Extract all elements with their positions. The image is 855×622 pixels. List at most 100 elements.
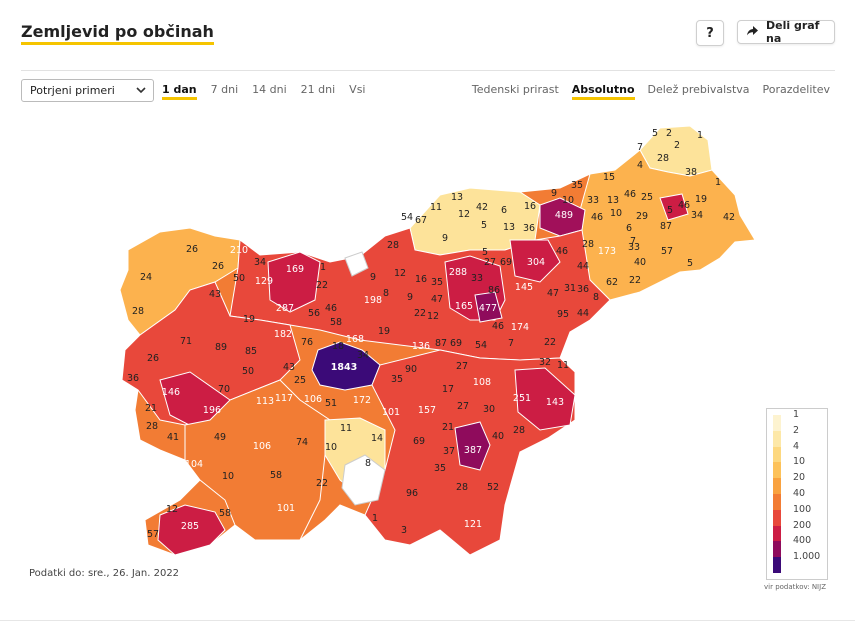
municipality-value-label: 198 [364, 295, 382, 306]
municipality-value-label: 1 [697, 130, 703, 141]
legend-label: 1 [793, 409, 800, 420]
municipality-value-label: 44 [577, 308, 589, 319]
municipality-value-label: 182 [274, 329, 292, 340]
municipality-value-label: 117 [275, 393, 293, 404]
municipality-value-label: 28 [582, 239, 594, 250]
municipality-value-label: 6 [501, 205, 507, 216]
tab-range-3[interactable]: 21 dni [300, 83, 336, 96]
map-region-celje-core [474, 291, 503, 323]
municipality-value-label: 15 [603, 172, 615, 183]
municipality-value-label: 28 [387, 240, 399, 251]
share-button-label: Deli graf na [766, 19, 820, 45]
tab-range-2[interactable]: 14 dni [252, 83, 287, 96]
municipality-value-label: 14 [371, 433, 383, 444]
municipality-value-label: 22 [629, 275, 641, 286]
tab-view-1[interactable]: Absolutno [571, 83, 635, 100]
map-region-velenje [509, 239, 561, 283]
legend-swatch [773, 415, 781, 431]
municipality-value-label: 16 [415, 274, 427, 285]
municipality-value-label: 12 [166, 504, 178, 515]
map-region-kranj [267, 251, 321, 313]
municipality-value-label: 69 [413, 436, 425, 447]
municipality-value-label: 387 [464, 445, 482, 456]
municipality-value-label: 288 [449, 267, 467, 278]
municipality-value-label: 5 [652, 128, 658, 139]
municipality-value-label: 31 [564, 283, 576, 294]
tab-range-0[interactable]: 1 dan [162, 83, 197, 100]
municipality-value-label: 58 [270, 470, 282, 481]
municipality-value-label: 87 [435, 338, 447, 349]
view-mode-tabs: Tedenski prirast Absolutno Delež prebivals… [472, 83, 830, 100]
municipality-value-label: 46 [325, 303, 337, 314]
municipality-value-label: 10 [610, 208, 622, 219]
data-source-note: vir podatkov: NIJZ [764, 583, 826, 591]
municipality-value-label: 174 [511, 322, 529, 333]
municipality-value-label: 11 [430, 202, 442, 213]
legend-label: 200 [793, 519, 812, 531]
help-button[interactable]: ? [696, 20, 724, 46]
municipality-value-label: 41 [167, 432, 179, 443]
legend-label: 4 [793, 440, 800, 452]
municipality-value-label: 113 [256, 396, 274, 407]
municipality-value-label: 165 [455, 301, 473, 312]
municipality-value-label: 29 [636, 211, 648, 222]
municipality-value-label: 32 [539, 357, 551, 368]
municipality-value-label: 33 [471, 273, 483, 284]
municipality-value-label: 173 [598, 246, 616, 257]
municipality-value-label: 9 [551, 188, 557, 199]
municipality-value-label: 19 [378, 326, 390, 337]
metric-select[interactable]: Potrjeni primeri [21, 79, 154, 102]
municipality-value-label: 13 [451, 192, 463, 203]
map-region-kocevje-white [341, 454, 386, 506]
share-button[interactable]: Deli graf na [737, 19, 835, 45]
legend-swatch [773, 557, 781, 573]
municipality-value-label: 69 [450, 338, 462, 349]
municipality-value-label: 17 [442, 384, 454, 395]
municipality-value-label: 47 [547, 288, 559, 299]
municipality-value-label: 168 [346, 334, 364, 345]
tab-range-1[interactable]: 7 dni [210, 83, 239, 96]
municipality-value-label: 5 [687, 258, 693, 269]
municipality-value-label: 25 [294, 375, 306, 386]
municipality-value-label: 18 [332, 341, 344, 352]
municipality-value-label: 21 [145, 403, 157, 414]
municipality-value-label: 210 [230, 245, 248, 256]
municipality-value-label: 30 [483, 404, 495, 415]
legend-label: 10 [793, 456, 806, 468]
municipality-value-label: 13 [607, 195, 619, 206]
municipality-value-label: 40 [492, 431, 504, 442]
municipality-value-label: 35 [571, 180, 583, 191]
municipality-value-label: 67 [415, 215, 427, 226]
municipality-value-label: 146 [162, 387, 180, 398]
legend-label: 100 [793, 503, 812, 515]
tab-view-0[interactable]: Tedenski prirast [471, 83, 559, 96]
municipality-value-label: 2 [674, 140, 680, 151]
municipality-value-label: 28 [513, 425, 525, 436]
municipality-value-label: 69 [500, 257, 512, 268]
share-arrow-icon [747, 25, 758, 39]
municipality-value-label: 10 [562, 195, 574, 206]
legend-swatch [773, 541, 781, 558]
municipality-value-label: 101 [277, 503, 295, 514]
municipality-value-label: 12 [394, 268, 406, 279]
municipality-value-label: 35 [434, 463, 446, 474]
municipality-value-label: 74 [296, 437, 308, 448]
municipality-value-label: 40 [634, 257, 646, 268]
tab-view-2[interactable]: Delež prebivalstva [647, 83, 750, 96]
footer-divider [0, 620, 855, 621]
municipality-value-label: 96 [406, 488, 418, 499]
municipality-value-label: 35 [391, 374, 403, 385]
municipality-value-label: 71 [180, 336, 192, 347]
municipality-value-label: 21 [442, 422, 454, 433]
legend-swatch [773, 509, 781, 526]
municipality-value-label: 44 [577, 261, 589, 272]
municipality-value-label: 90 [405, 364, 417, 375]
municipality-value-label: 172 [353, 395, 371, 406]
tab-view-3[interactable]: Porazdelitev [762, 83, 830, 96]
municipality-value-label: 1 [372, 513, 378, 524]
tab-range-4[interactable]: Vsi [349, 83, 366, 96]
time-range-tabs: 1 dan 7 dni 14 dni 21 dni Vsi [162, 83, 365, 100]
municipality-value-label: 11 [557, 360, 569, 371]
map-region-novo-mesto [454, 421, 491, 471]
municipality-value-label: 62 [606, 277, 618, 288]
